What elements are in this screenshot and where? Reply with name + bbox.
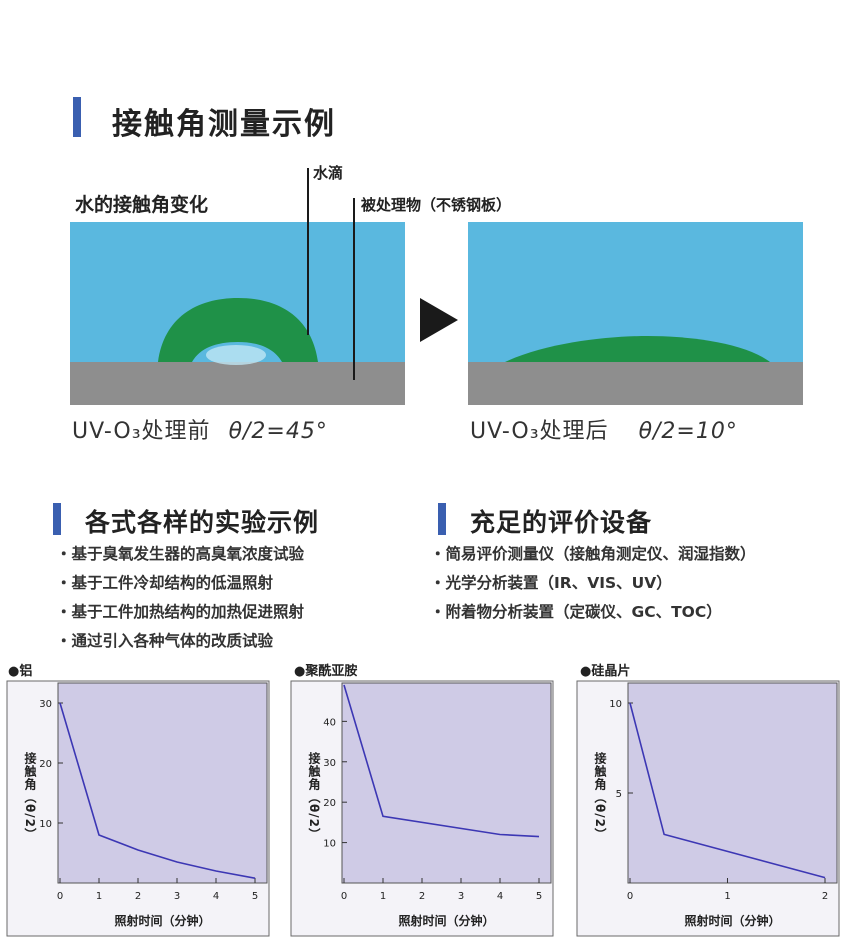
chart-title-aluminum: ●铝 — [8, 664, 33, 679]
list-item: ・附着物分析装置（定碳仪、GC、TOC） — [430, 603, 722, 621]
equipment-list: ・简易评价测量仪（接触角测定仪、润湿指数） ・光学分析装置（IR、VIS、UV）… — [430, 540, 756, 627]
list-item: ・基于臭氧发生器的高臭氧浓度试验 — [56, 545, 305, 563]
after-caption-angle: θ/2=10° — [638, 419, 738, 444]
list-item: ・基于工件加热结构的加热促进照射 — [56, 603, 305, 621]
droplet-highlight — [206, 345, 266, 365]
substrate-before — [70, 362, 405, 405]
y-axis-label: 接触角（θ/2） — [593, 751, 607, 841]
equipment-title: 充足的评价设备 — [470, 508, 653, 537]
chart-polyimide: 10 20 30 40 0 1 2 3 4 5 照射时间（分钟） 接触角（θ/2） — [290, 680, 554, 937]
chart-title-silicon: ●硅晶片 — [580, 664, 631, 679]
substrate-after — [468, 362, 803, 405]
y-tick-label: 20 — [323, 798, 336, 809]
plot-area — [341, 682, 552, 884]
series-line — [59, 702, 256, 879]
process-arrow — [420, 298, 458, 342]
list-item: ・简易评价测量仪（接触角测定仪、润湿指数） — [430, 545, 756, 563]
droplet-after — [505, 336, 770, 362]
examples-list: ・基于臭氧发生器的高臭氧浓度试验 ・基于工件冷却结构的低温照射 ・基于工件加热结… — [56, 540, 304, 656]
x-tick-label: 1 — [96, 891, 102, 902]
x-tick-label: 1 — [724, 891, 730, 902]
chart-silicon: 5 10 0 1 2 照射时间（分钟） 接触角（θ/2） — [576, 680, 840, 937]
examples-accent-bar — [53, 503, 61, 535]
y-axis-label: 接触角（θ/2） — [23, 751, 37, 841]
y-tick-label: 30 — [323, 758, 336, 769]
diagram-subtitle: 水的接触角变化 — [75, 194, 209, 216]
equipment-accent-bar — [438, 503, 446, 535]
droplet-label: 水滴 — [313, 164, 344, 182]
x-tick-label: 5 — [252, 891, 258, 902]
x-tick-label: 0 — [627, 891, 633, 902]
y-tick-label: 40 — [323, 717, 336, 728]
x-tick-label: 4 — [213, 891, 219, 902]
series-line — [629, 702, 826, 879]
x-tick-label: 5 — [536, 891, 542, 902]
x-axis-label: 照射时间（分钟） — [114, 913, 210, 928]
list-item: ・通过引入各种气体的改质试验 — [56, 632, 274, 650]
y-tick-label: 10 — [323, 839, 336, 850]
list-item: ・光学分析装置（IR、VIS、UV） — [430, 574, 672, 592]
x-tick-label: 2 — [419, 891, 425, 902]
y-tick-label: 30 — [39, 699, 52, 710]
x-axis-label: 照射时间（分钟） — [398, 913, 494, 928]
chart-aluminum: 10 20 30 0 1 2 3 4 5 照射时间（分钟） 接触角（θ/2） — [6, 680, 270, 937]
x-tick-label: 4 — [497, 891, 503, 902]
contact-angle-diagram — [70, 168, 803, 405]
x-tick-label: 2 — [135, 891, 141, 902]
before-caption-prefix: UV-O₃处理前 — [72, 419, 211, 444]
x-tick-label: 2 — [822, 891, 828, 902]
substrate-label: 被处理物（不锈钢板） — [361, 196, 512, 214]
list-item: ・基于工件冷却结构的低温照射 — [56, 574, 274, 592]
y-tick-label: 10 — [609, 699, 622, 710]
x-tick-label: 1 — [380, 891, 386, 902]
x-axis-label: 照射时间（分钟） — [684, 913, 780, 928]
plot-area — [627, 682, 838, 884]
y-axis-label: 接触角（θ/2） — [307, 751, 321, 841]
before-caption-angle: θ/2=45° — [228, 419, 328, 444]
x-tick-label: 3 — [458, 891, 464, 902]
plot-area — [57, 682, 268, 884]
y-tick-label: 5 — [616, 789, 622, 800]
y-tick-label: 10 — [39, 819, 52, 830]
x-tick-label: 0 — [57, 891, 63, 902]
heading-accent-bar — [73, 97, 81, 137]
y-tick-label: 20 — [39, 759, 52, 770]
x-tick-label: 0 — [341, 891, 347, 902]
page-title: 接触角测量示例 — [112, 107, 336, 142]
chart-title-polyimide: ●聚酰亚胺 — [294, 664, 358, 679]
after-caption-prefix: UV-O₃处理后 — [470, 419, 609, 444]
after-caption: UV-O₃处理后 θ/2=10° — [470, 413, 738, 445]
x-tick-label: 3 — [174, 891, 180, 902]
droplet-before — [158, 298, 318, 362]
series-line — [343, 684, 540, 838]
examples-title: 各式各样的实验示例 — [85, 508, 320, 537]
before-caption: UV-O₃处理前 θ/2=45° — [72, 413, 328, 445]
